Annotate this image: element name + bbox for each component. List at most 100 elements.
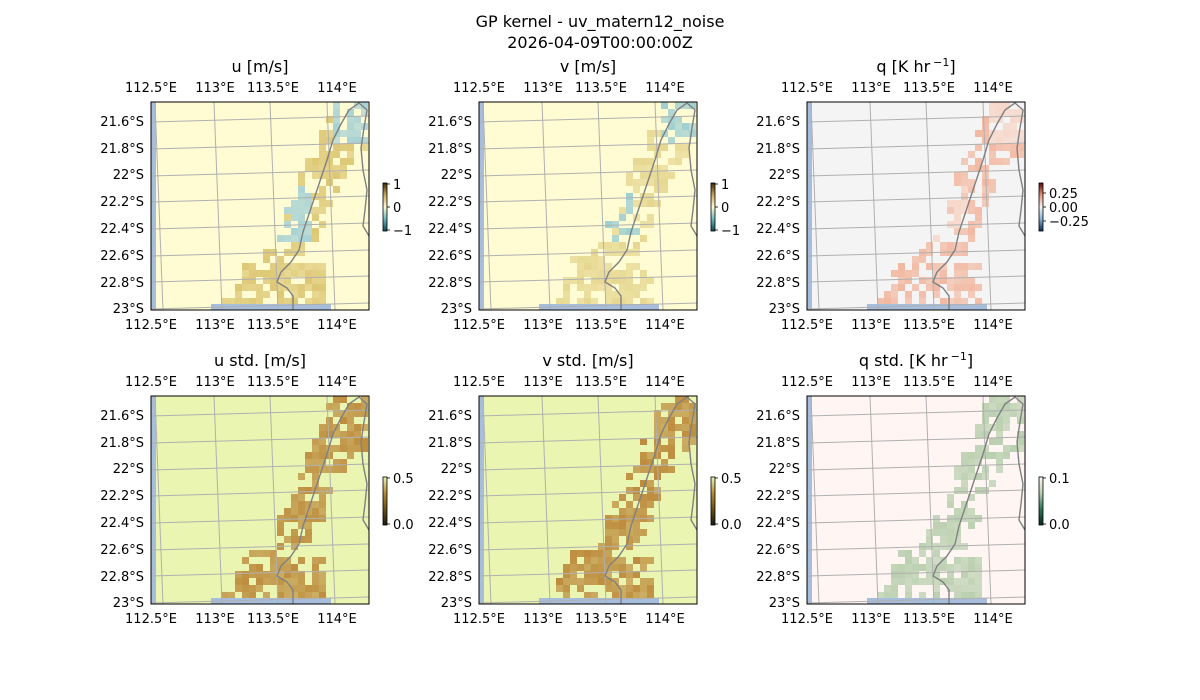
grid-line: [150, 596, 370, 604]
field-cell: [347, 438, 354, 445]
field-cell: [242, 298, 249, 305]
field-cell: [298, 263, 305, 270]
field-cell: [319, 592, 326, 599]
field-cells: [877, 102, 1024, 305]
x-tick-label: 113°E: [851, 81, 891, 96]
field-cell: [633, 158, 640, 165]
grid-line: [478, 409, 698, 417]
field-cell: [877, 298, 884, 305]
field-cell: [961, 179, 968, 186]
field-cell: [1003, 109, 1010, 116]
field-cell: [270, 571, 277, 578]
field-cell: [654, 144, 661, 151]
field-cell: [312, 165, 319, 172]
field-cell: [312, 284, 319, 291]
colorbar-tick-label: −0.25: [1049, 215, 1089, 230]
field-cell: [626, 522, 633, 529]
field-cell: [319, 130, 326, 137]
x-tick-label: 113°E: [523, 375, 563, 390]
field-cell: [1017, 151, 1024, 158]
x-tick-label: 113.5°E: [247, 612, 299, 627]
map-frame: [478, 395, 698, 605]
field-cell: [975, 557, 982, 564]
field-cell: [577, 284, 584, 291]
field-cell: [284, 214, 291, 221]
field-cell: [605, 298, 612, 305]
field-cell: [347, 431, 354, 438]
field-cell: [263, 550, 270, 557]
field-cell: [982, 186, 989, 193]
field-cell: [333, 144, 340, 151]
field-cell: [298, 270, 305, 277]
y-tick-label: 22.6°S: [756, 543, 800, 558]
panel-title: v [m/s]: [560, 57, 616, 76]
field-cell: [333, 137, 340, 144]
grid-line: [982, 101, 992, 311]
field-cell: [947, 221, 954, 228]
field-cell: [968, 571, 975, 578]
field-cell: [626, 571, 633, 578]
field-cell: [619, 571, 626, 578]
field-cell: [682, 424, 689, 431]
field-cells: [556, 102, 696, 305]
y-tick-label: 22°S: [769, 462, 800, 477]
gridlines: [478, 395, 698, 605]
ocean-edge: [807, 396, 812, 604]
field-cell: [975, 564, 982, 571]
field-cell: [933, 550, 940, 557]
field-cell: [319, 494, 326, 501]
field-cell: [989, 116, 996, 123]
field-cell: [689, 431, 696, 438]
field-cell: [340, 144, 347, 151]
field-cell: [961, 277, 968, 284]
field-cell: [312, 207, 319, 214]
field-cell: [975, 158, 982, 165]
field-cell: [640, 235, 647, 242]
field-cell: [312, 445, 319, 452]
field-cell: [619, 214, 626, 221]
field-cell: [319, 263, 326, 270]
field-cell: [982, 123, 989, 130]
field-cell: [982, 179, 989, 186]
field-cell: [284, 536, 291, 543]
y-tick-label: 22.6°S: [428, 543, 472, 558]
y-tick-label: 23°S: [113, 302, 144, 317]
field-cell: [961, 592, 968, 599]
field-cell: [354, 431, 361, 438]
grid-line: [541, 101, 551, 311]
field-cell: [584, 291, 591, 298]
grid-line: [806, 596, 1026, 604]
x-tick-label: 113.5°E: [903, 318, 955, 333]
x-tick-label: 113°E: [195, 612, 235, 627]
ocean-edge: [211, 598, 331, 604]
field-cell: [270, 277, 277, 284]
field-cell: [242, 277, 249, 284]
field-cell: [612, 578, 619, 585]
field-cell: [291, 214, 298, 221]
grid-line: [150, 222, 370, 230]
field-cell: [305, 529, 312, 536]
field-cell: [312, 235, 319, 242]
field-cell: [563, 592, 570, 599]
field-cell: [298, 193, 305, 200]
field-cell: [954, 263, 961, 270]
field-cell: [626, 277, 633, 284]
field-cell: [584, 592, 591, 599]
field-cell: [277, 515, 284, 522]
field-cell: [961, 473, 968, 480]
field-cell: [912, 270, 919, 277]
x-tick-label: 113°E: [851, 375, 891, 390]
field-cell: [319, 438, 326, 445]
field-cell: [647, 578, 654, 585]
field-cell: [640, 172, 647, 179]
field-cell: [326, 487, 333, 494]
field-cell: [884, 291, 891, 298]
field-cell: [933, 235, 940, 242]
field-cell: [975, 431, 982, 438]
field-cell: [961, 200, 968, 207]
field-cell: [898, 284, 905, 291]
field-cell: [347, 424, 354, 431]
field-cell: [277, 291, 284, 298]
panel-v-std: v std. [m/s] 112.5°E 112.5°E 113°E 113°E 113.…: [428, 351, 741, 627]
field-cell: [305, 592, 312, 599]
